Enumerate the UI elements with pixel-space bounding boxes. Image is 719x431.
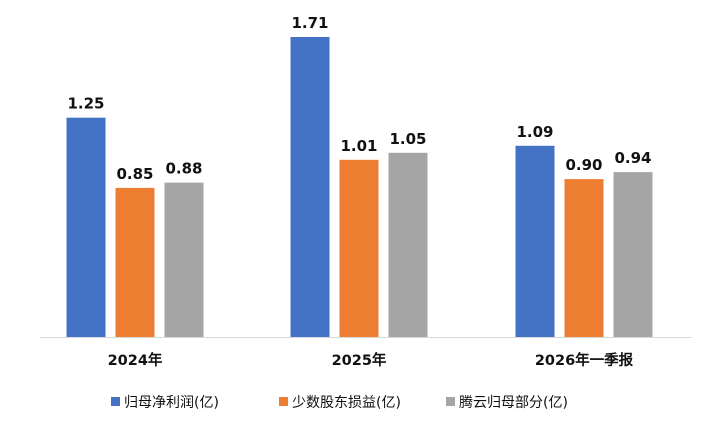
legend-swatch-3 [446, 397, 455, 406]
bar-series-2-1 [115, 187, 155, 337]
legend-swatch-2 [279, 397, 288, 406]
value-labels-layer: 1.25 0.85 0.88 1.71 1.01 1.05 1.09 0.90 0.94 [67, 14, 651, 183]
bar-series-3-1 [164, 182, 204, 337]
data-label-series-2-2: 1.01 [340, 137, 377, 155]
bar-series-1-2 [290, 37, 330, 337]
data-label-series-1-3: 1.09 [516, 123, 553, 141]
data-label-series-2-1: 0.85 [116, 165, 153, 183]
legend-label-2: 少数股东损益(亿) [292, 395, 401, 411]
category-label-2: 2025年 [332, 351, 387, 369]
bar-series-3-3 [613, 172, 653, 337]
category-labels-layer: 2024年 2025年 2026年一季报 [108, 351, 634, 369]
legend-item-2: 少数股东损益(亿) [279, 395, 401, 411]
legend-label-3: 腾云归母部分(亿) [459, 394, 568, 411]
legend-item-1: 归母净利润(亿) [111, 394, 219, 411]
legend-label-1: 归母净利润(亿) [124, 394, 219, 411]
data-label-series-1-2: 1.71 [291, 14, 328, 32]
data-label-series-3-1: 0.88 [165, 160, 202, 178]
category-label-1: 2024年 [108, 351, 163, 369]
category-label-3: 2026年一季报 [535, 351, 634, 369]
bar-series-3-2 [388, 152, 428, 337]
legend: 归母净利润(亿) 少数股东损益(亿) 腾云归母部分(亿) [111, 394, 568, 411]
legend-swatch-1 [111, 397, 120, 406]
data-label-series-1-1: 1.25 [67, 95, 104, 113]
legend-item-3: 腾云归母部分(亿) [446, 394, 568, 411]
bar-series-1-3 [515, 145, 555, 337]
bar-series-2-3 [564, 179, 604, 337]
bar-series-2-2 [339, 159, 379, 337]
bar-series-1-1 [66, 117, 106, 337]
data-label-series-3-3: 0.94 [614, 149, 651, 167]
data-label-series-3-2: 1.05 [389, 130, 426, 148]
data-label-series-2-3: 0.90 [565, 156, 602, 174]
bars-layer [66, 37, 653, 337]
